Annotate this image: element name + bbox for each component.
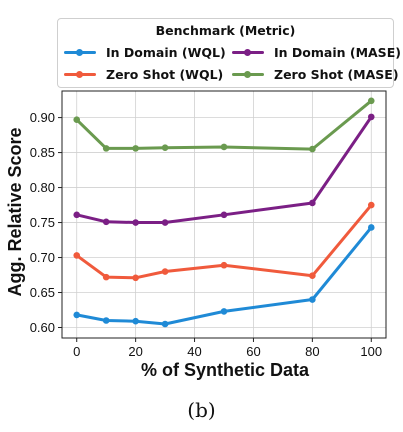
- x-tick-label: 40: [187, 344, 201, 359]
- x-axis-label: % of Synthetic Data: [141, 360, 310, 380]
- y-tick-label: 0.85: [30, 145, 55, 160]
- legend-label: Zero Shot (MASE): [274, 66, 399, 82]
- y-axis-label: Agg. Relative Score: [5, 127, 25, 296]
- data-point: [132, 274, 139, 282]
- data-point: [367, 224, 375, 231]
- x-tick-label: 60: [246, 344, 260, 359]
- data-point: [220, 143, 228, 151]
- data-point: [161, 268, 169, 275]
- data-point: [73, 116, 81, 123]
- legend-swatch: [230, 67, 266, 81]
- data-point: [102, 273, 110, 281]
- y-tick-label: 0.80: [30, 180, 55, 195]
- axes: 0.60 0.65 0.70 0.75 0.80 0.85 0.90 0 20 40 60 80 100: [30, 90, 387, 359]
- data-point: [309, 272, 316, 280]
- data-point: [102, 145, 110, 152]
- data-point: [220, 211, 228, 219]
- data-point: [102, 317, 110, 324]
- data-point: [102, 218, 110, 226]
- y-tick-label: 0.75: [30, 215, 55, 230]
- legend-title: Benchmark (Metric): [155, 23, 296, 38]
- x-tick-label: 100: [360, 344, 382, 359]
- data-point: [161, 219, 169, 226]
- series-line-3: [75, 99, 373, 151]
- data-point: [73, 252, 81, 259]
- legend-item-in-domain-mase: In Domain (MASE): [230, 43, 401, 61]
- legend-item-in-domain-wql: In Domain (WQL): [62, 43, 226, 61]
- data-point: [309, 145, 316, 153]
- y-tick-label: 0.90: [30, 110, 55, 125]
- series-line-1: [75, 115, 373, 224]
- data-point: [367, 97, 375, 105]
- legend-swatch: [230, 45, 266, 59]
- data-point: [367, 113, 375, 121]
- legend-item-zero-shot-mase: Zero Shot (MASE): [230, 65, 399, 83]
- plot-frame: [61, 90, 387, 339]
- y-tick-label: 0.65: [30, 285, 55, 300]
- data-point: [309, 296, 316, 303]
- data-point: [73, 311, 81, 319]
- grid: [62, 91, 386, 338]
- data-point: [73, 211, 81, 219]
- figure-caption: (b): [187, 398, 216, 422]
- x-tick-label: 0: [73, 344, 80, 359]
- legend-item-zero-shot-wql: Zero Shot (WQL): [62, 65, 223, 83]
- data-point: [220, 261, 228, 269]
- data-point: [309, 199, 316, 207]
- legend-label: In Domain (WQL): [106, 44, 226, 60]
- data-point: [161, 144, 169, 151]
- y-tick-label: 0.70: [30, 250, 55, 265]
- legend: Benchmark (Metric) In Domain (WQL) In Do…: [57, 18, 401, 88]
- data-point: [161, 320, 169, 328]
- legend-label: In Domain (MASE): [274, 44, 401, 60]
- data-point: [132, 317, 139, 325]
- series-lines: [73, 97, 375, 328]
- data-point: [132, 145, 139, 152]
- x-tick-label: 80: [305, 344, 319, 359]
- x-tick-label: 20: [128, 344, 142, 359]
- y-tick-label: 0.60: [30, 320, 55, 335]
- legend-swatch: [62, 67, 98, 81]
- data-point: [220, 308, 228, 315]
- legend-swatch: [62, 45, 98, 59]
- data-point: [132, 219, 139, 226]
- legend-label: Zero Shot (WQL): [106, 66, 224, 82]
- data-point: [367, 201, 375, 209]
